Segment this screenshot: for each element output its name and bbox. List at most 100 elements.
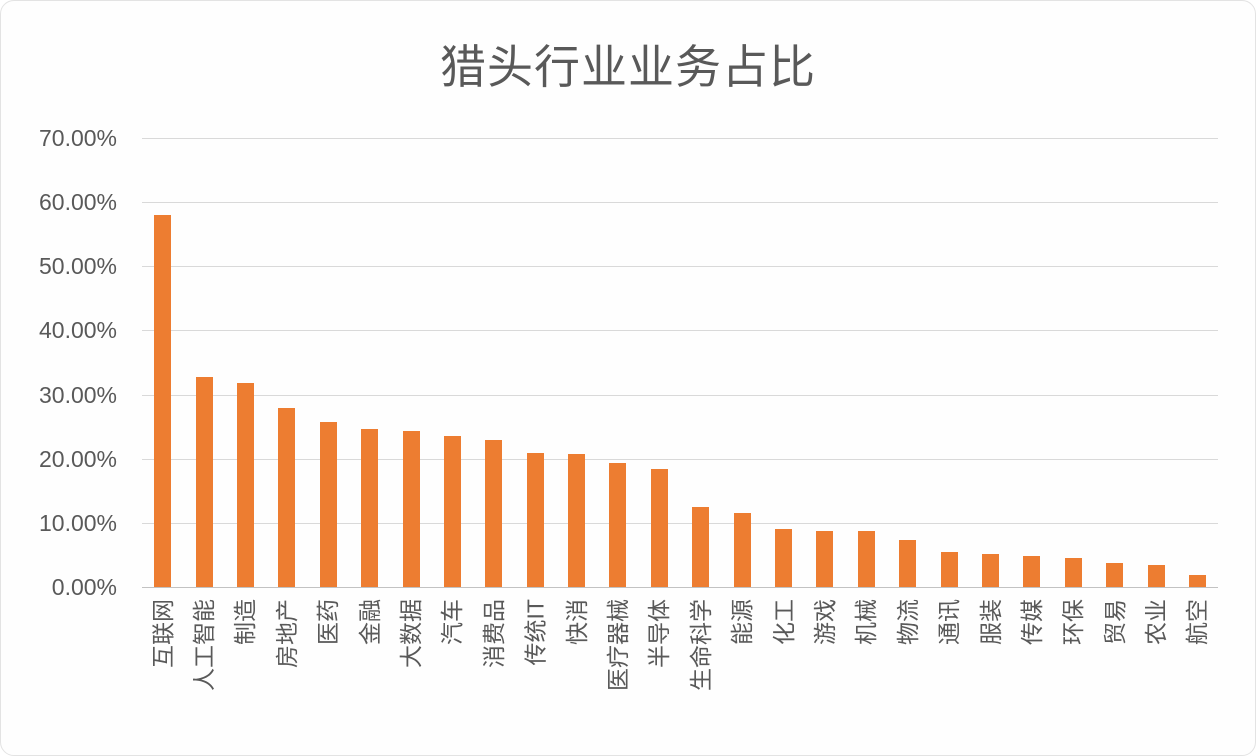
x-tick-cell: 消费品 bbox=[473, 597, 514, 747]
x-tick-cell: 快消 bbox=[556, 597, 597, 747]
bar-column bbox=[846, 138, 887, 587]
x-tick-cell: 金融 bbox=[349, 597, 390, 747]
bar-游戏 bbox=[816, 530, 834, 587]
gridline bbox=[142, 138, 1218, 139]
bar-医疗器械 bbox=[609, 462, 627, 587]
y-tick-label: 0.00% bbox=[51, 574, 117, 600]
bar-column bbox=[390, 138, 431, 587]
bar-能源 bbox=[733, 512, 751, 587]
bar-通讯 bbox=[940, 551, 958, 587]
x-axis: 互联网 人工智能 制造 房地产 医药 金融 大数据 汽车 消费品 传统IT 快消 医疗器械 半导体 生命科… bbox=[142, 597, 1218, 747]
bar-贸易 bbox=[1106, 562, 1124, 587]
x-tick-cell: 传媒 bbox=[1011, 597, 1052, 747]
x-tick-label: 化工 bbox=[770, 599, 797, 645]
x-tick-cell: 传统IT bbox=[515, 597, 556, 747]
bar-环保 bbox=[1064, 558, 1082, 587]
plot-area bbox=[142, 138, 1218, 588]
x-tick-cell: 能源 bbox=[721, 597, 762, 747]
bar-传媒 bbox=[1023, 556, 1041, 587]
x-tick-label: 机械 bbox=[853, 599, 880, 645]
x-tick-cell: 房地产 bbox=[266, 597, 307, 747]
x-tick-cell: 医疗器械 bbox=[597, 597, 638, 747]
x-tick-label: 农业 bbox=[1143, 599, 1170, 645]
gridline bbox=[142, 394, 1218, 396]
x-tick-cell: 汽车 bbox=[432, 597, 473, 747]
bar-物流 bbox=[899, 540, 917, 587]
bar-column bbox=[887, 138, 928, 587]
bar-大数据 bbox=[402, 430, 420, 587]
bar-半导体 bbox=[650, 468, 668, 587]
x-tick-label: 贸易 bbox=[1101, 599, 1128, 645]
gridline bbox=[142, 266, 1218, 268]
x-tick-cell: 半导体 bbox=[639, 597, 680, 747]
bar-制造 bbox=[236, 383, 254, 587]
bar-column bbox=[763, 138, 804, 587]
chart-title: 猎头行业业务占比 bbox=[440, 41, 816, 93]
bar-column bbox=[970, 138, 1011, 587]
bar-快消 bbox=[568, 454, 586, 587]
x-axis-line bbox=[142, 587, 1218, 588]
bar-column bbox=[639, 138, 680, 587]
bar-column bbox=[928, 138, 969, 587]
bar-column bbox=[515, 138, 556, 587]
bar-column bbox=[597, 138, 638, 587]
bar-column bbox=[721, 138, 762, 587]
bar-column bbox=[1094, 138, 1135, 587]
x-tick-label: 传统IT bbox=[522, 599, 549, 666]
x-tick-label: 金融 bbox=[356, 599, 383, 645]
x-tick-cell: 游戏 bbox=[804, 597, 845, 747]
y-tick-label: 70.00% bbox=[38, 125, 117, 151]
gridline bbox=[142, 330, 1218, 332]
x-tick-label: 半导体 bbox=[646, 599, 673, 668]
x-tick-label: 消费品 bbox=[480, 599, 507, 668]
bar-column bbox=[142, 138, 183, 587]
x-tick-cell: 大数据 bbox=[390, 597, 431, 747]
x-tick-cell: 互联网 bbox=[142, 597, 183, 747]
x-tick-label: 医药 bbox=[315, 599, 342, 645]
bar-column bbox=[308, 138, 349, 587]
x-tick-label: 房地产 bbox=[273, 599, 300, 668]
bar-column bbox=[556, 138, 597, 587]
bar-column bbox=[680, 138, 721, 587]
x-tick-label: 医疗器械 bbox=[605, 599, 631, 691]
bar-金融 bbox=[361, 428, 379, 587]
bar-column bbox=[804, 138, 845, 587]
gridline bbox=[142, 202, 1218, 204]
x-tick-label: 大数据 bbox=[398, 599, 425, 668]
bar-服装 bbox=[982, 553, 999, 587]
y-tick-label: 60.00% bbox=[38, 189, 117, 216]
x-tick-label: 物流 bbox=[894, 599, 921, 645]
bar-column bbox=[183, 138, 224, 587]
x-tick-cell: 人工智能 bbox=[183, 597, 224, 747]
y-tick-label: 30.00% bbox=[38, 381, 117, 408]
bar-column bbox=[1011, 138, 1052, 587]
bar-消费品 bbox=[485, 440, 503, 587]
bar-column bbox=[349, 138, 390, 587]
x-tick-label: 游戏 bbox=[811, 599, 838, 645]
bar-化工 bbox=[775, 528, 793, 587]
x-tick-cell: 机械 bbox=[846, 597, 887, 747]
bar-生命科学 bbox=[692, 507, 710, 587]
y-tick-label: 20.00% bbox=[38, 445, 117, 472]
x-tick-label: 生命科学 bbox=[687, 599, 714, 691]
y-tick-label: 40.00% bbox=[38, 317, 117, 344]
y-tick-label: 50.00% bbox=[38, 253, 117, 280]
x-tick-label: 航空 bbox=[1184, 599, 1211, 645]
bar-汽车 bbox=[443, 436, 461, 587]
gridline bbox=[142, 458, 1218, 460]
bar-互联网 bbox=[154, 214, 172, 587]
x-tick-cell: 医药 bbox=[308, 597, 349, 747]
bars-container bbox=[142, 138, 1218, 587]
bar-航空 bbox=[1188, 575, 1206, 587]
x-tick-cell: 化工 bbox=[763, 597, 804, 747]
x-tick-label: 人工智能 bbox=[191, 599, 218, 691]
bar-医药 bbox=[319, 421, 337, 587]
y-tick-label: 10.00% bbox=[38, 509, 117, 536]
x-tick-cell: 物流 bbox=[887, 597, 928, 747]
x-tick-label: 服装 bbox=[977, 599, 1004, 645]
bar-column bbox=[225, 138, 266, 587]
gridline bbox=[142, 522, 1218, 524]
bar-column bbox=[473, 138, 514, 587]
bar-column bbox=[1053, 138, 1094, 587]
